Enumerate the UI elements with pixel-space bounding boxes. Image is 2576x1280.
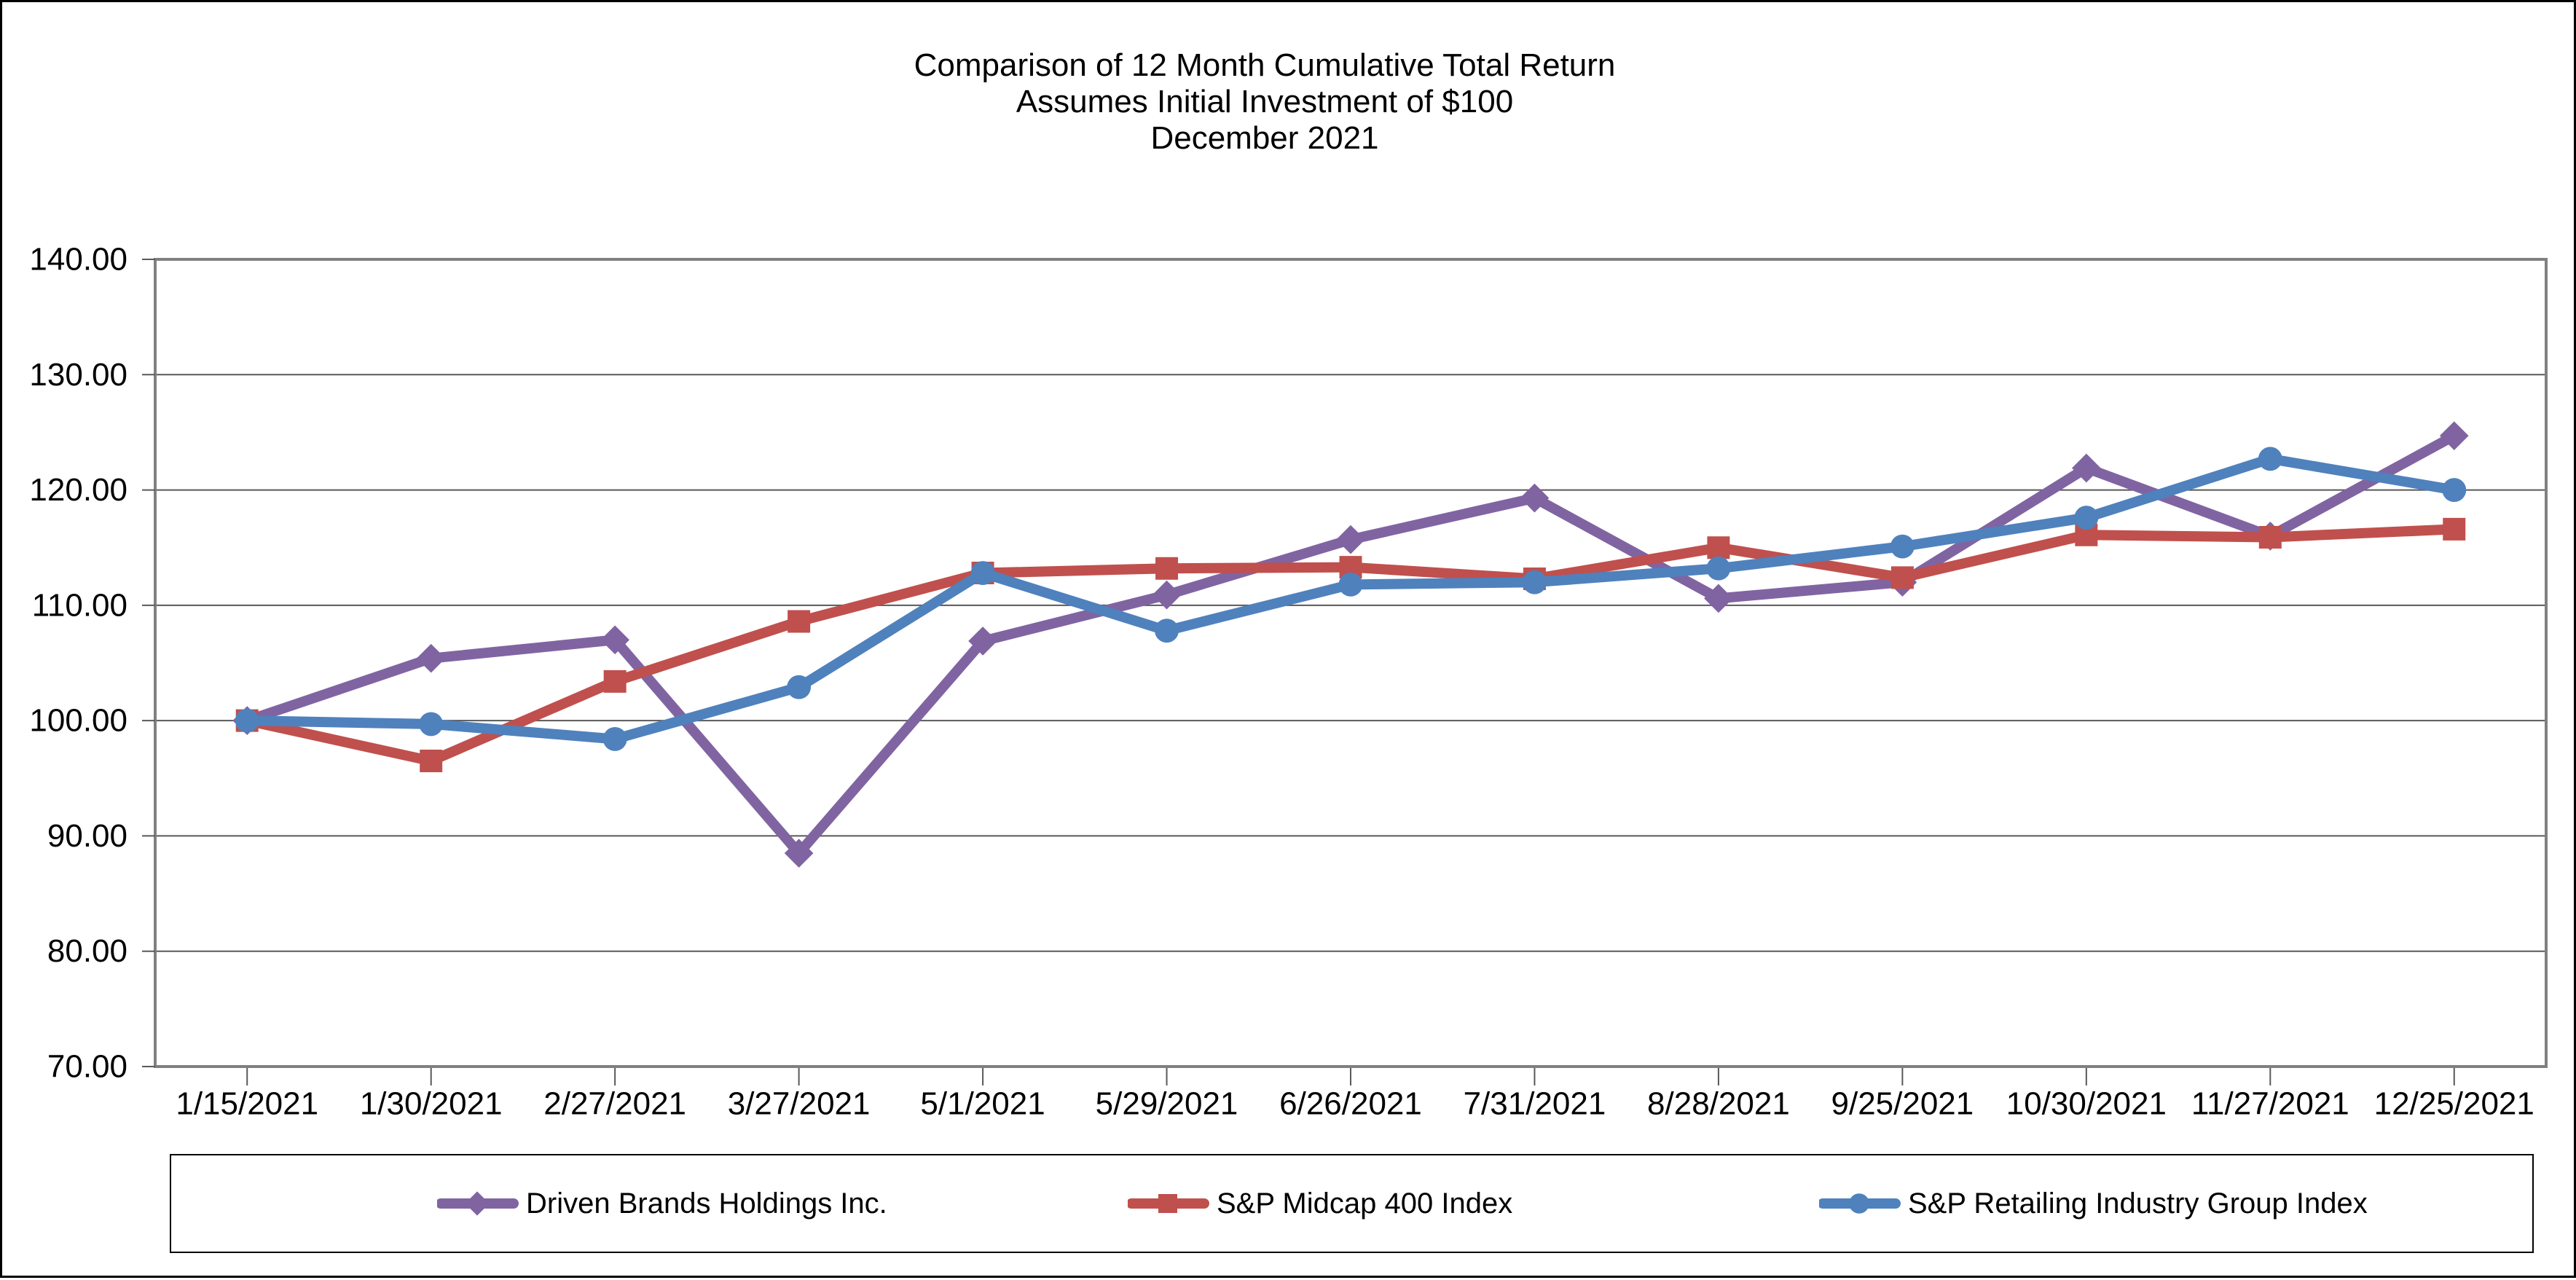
series-marker-diamond	[1704, 584, 1733, 613]
series-marker-diamond	[1336, 525, 1365, 554]
series-marker-diamond	[465, 1191, 490, 1216]
series-marker-circle	[235, 708, 259, 733]
legend-swatch-circle-icon	[1819, 1193, 1901, 1214]
series-marker-circle	[2442, 478, 2467, 503]
x-axis-tick-label: 8/28/2021	[1647, 1086, 1790, 1122]
x-axis-tick-label: 3/27/2021	[728, 1086, 871, 1122]
y-axis-tick-label: 70.00	[47, 1049, 127, 1085]
series-marker-square	[2258, 525, 2282, 549]
chart-title-line2: Assumes Initial Investment of $100	[1016, 84, 1514, 119]
series-marker-square	[1890, 566, 1914, 589]
legend-swatch-square-icon	[1128, 1194, 1209, 1213]
x-axis-tick-label: 11/27/2021	[2191, 1086, 2349, 1122]
series-marker-circle	[602, 727, 627, 751]
series-marker-circle	[970, 561, 995, 585]
y-axis-tick-label: 140.00	[29, 242, 127, 278]
series-marker-diamond	[1520, 483, 1550, 513]
legend-swatch-diamond-icon	[437, 1191, 519, 1216]
legend-label: Driven Brands Holdings Inc.	[526, 1187, 887, 1220]
series-marker-square	[2443, 517, 2466, 541]
legend-entry-sp-retailing: S&P Retailing Industry Group Index	[1819, 1155, 2368, 1252]
series-marker-circle	[2074, 506, 2099, 530]
series-marker-diamond	[968, 627, 997, 656]
series-marker-circle	[1849, 1193, 1869, 1214]
series-marker-diamond	[416, 643, 446, 673]
y-axis-tick-label: 110.00	[32, 587, 127, 623]
series-marker-diamond	[1152, 580, 1182, 610]
series-marker-square	[788, 610, 811, 633]
y-axis-tick-label: 80.00	[47, 933, 127, 969]
legend-entry-sp-midcap-400: S&P Midcap 400 Index	[1128, 1155, 1512, 1252]
series-marker-square	[420, 750, 443, 773]
x-axis-tick-label: 10/30/2021	[2006, 1086, 2167, 1122]
x-axis-tick-label: 1/15/2021	[176, 1086, 318, 1122]
legend: Driven Brands Holdings Inc. S&P Midcap 4…	[170, 1154, 2534, 1253]
series-marker-diamond	[600, 625, 629, 655]
series-marker-square	[1155, 557, 1179, 580]
legend-label: S&P Retailing Industry Group Index	[1908, 1187, 2368, 1220]
y-axis-tick-label: 100.00	[29, 703, 127, 739]
chart-title-line1: Comparison of 12 Month Cumulative Total …	[914, 47, 1616, 83]
x-axis-tick-label: 7/31/2021	[1464, 1086, 1606, 1122]
series-marker-circle	[1523, 570, 1547, 594]
y-axis-tick-label: 120.00	[29, 472, 127, 508]
series-marker-circle	[1706, 556, 1731, 581]
series-marker-square	[2075, 523, 2098, 546]
series-marker-square	[1339, 556, 1362, 579]
series-marker-diamond	[2072, 453, 2101, 483]
x-axis-tick-label: 2/27/2021	[543, 1086, 686, 1122]
series-marker-circle	[2258, 447, 2282, 471]
x-axis-tick-label: 12/25/2021	[2374, 1086, 2534, 1122]
plot-border	[154, 258, 2548, 1068]
x-axis-tick-label: 9/25/2021	[1831, 1086, 1974, 1122]
chart-title: Comparison of 12 Month Cumulative Total …	[2, 47, 2574, 157]
series-marker-circle	[1338, 572, 1363, 597]
series-marker-circle	[787, 675, 812, 699]
y-axis-tick-label: 90.00	[47, 818, 127, 854]
series-marker-square	[603, 670, 627, 693]
legend-entry-driven-brands: Driven Brands Holdings Inc.	[437, 1155, 887, 1252]
x-axis-tick-label: 5/1/2021	[920, 1086, 1045, 1122]
legend-label: S&P Midcap 400 Index	[1217, 1187, 1513, 1220]
series-marker-square	[1158, 1194, 1177, 1213]
y-axis-tick-label: 130.00	[29, 357, 127, 393]
series-marker-diamond	[2439, 421, 2469, 451]
series-marker-diamond	[784, 839, 814, 868]
x-axis-tick-label: 6/26/2021	[1279, 1086, 1422, 1122]
series-marker-square	[1707, 536, 1730, 559]
x-axis-tick-label: 1/30/2021	[360, 1086, 503, 1122]
series-marker-circle	[1890, 534, 1915, 559]
x-axis-tick-label: 5/29/2021	[1096, 1086, 1238, 1122]
series-marker-circle	[419, 712, 444, 737]
series-marker-circle	[1155, 619, 1179, 643]
series-line	[245, 431, 2457, 859]
chart-title-line3: December 2021	[1150, 120, 1379, 156]
